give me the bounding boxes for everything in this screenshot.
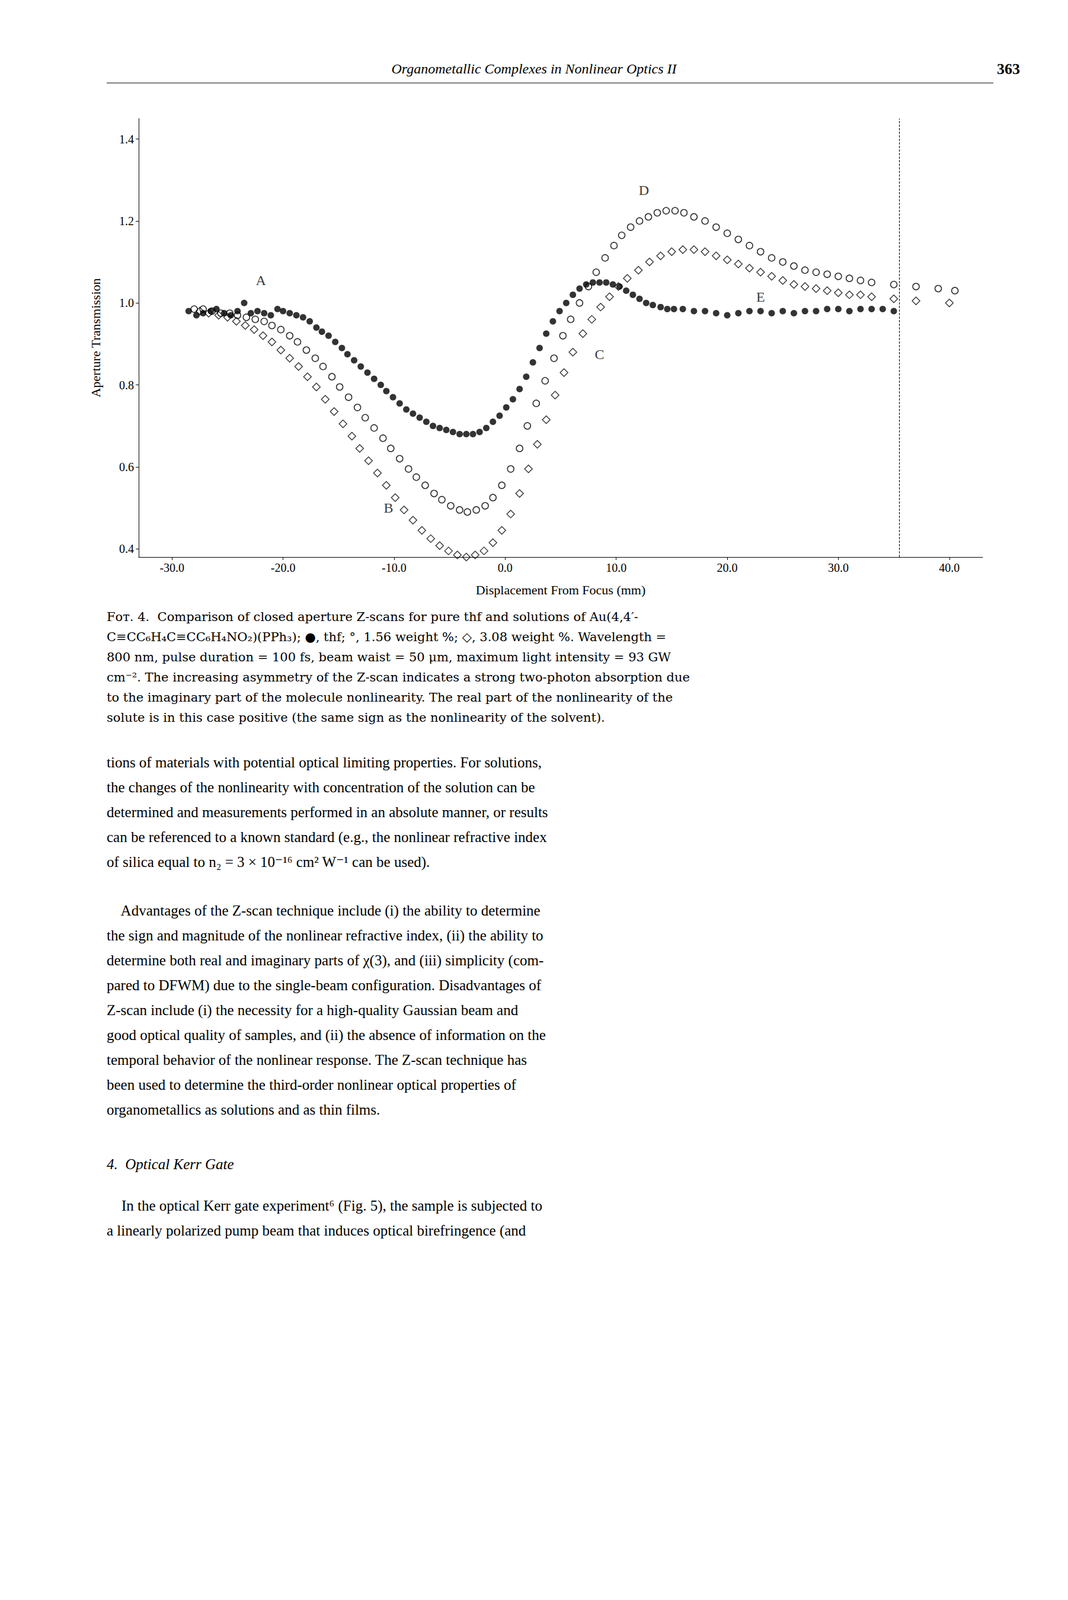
svg-text:In the optical Kerr gate exper: In the optical Kerr gate experiment⁶ (Fi… <box>106 1197 543 1215</box>
svg-text:0.0: 0.0 <box>497 561 513 575</box>
svg-text:1.0: 1.0 <box>119 296 134 310</box>
svg-text:the changes of the nonlinearit: the changes of the nonlinearity with con… <box>106 779 536 796</box>
svg-text:cm⁻². The increasing asymmetry: cm⁻². The increasing asymmetry of the Z-… <box>106 670 690 685</box>
svg-text:pared to DFWM) due to the sing: pared to DFWM) due to the single-beam co… <box>106 977 542 994</box>
svg-text:A: A <box>255 272 267 289</box>
svg-text:can be referenced to a known s: can be referenced to a known standard (e… <box>106 829 548 846</box>
svg-text:30.0: 30.0 <box>827 561 849 575</box>
svg-text:1.4: 1.4 <box>119 132 134 146</box>
svg-text:Advantages of the Z-scan techn: Advantages of the Z-scan technique inclu… <box>106 902 541 920</box>
svg-text:determine both real and imagin: determine both real and imaginary parts … <box>106 952 544 970</box>
svg-text:temporal behavior of the nonli: temporal behavior of the nonlinear respo… <box>106 1051 527 1068</box>
svg-text:E: E <box>756 289 766 305</box>
svg-text:0.4: 0.4 <box>119 542 134 556</box>
svg-text:Aperture Transmission: Aperture Transmission <box>88 277 104 398</box>
svg-text:a linearly polarized pump beam: a linearly polarized pump beam that indu… <box>106 1222 527 1240</box>
svg-text:363: 363 <box>996 60 1020 78</box>
svg-text:40.0: 40.0 <box>938 561 960 575</box>
svg-text:Organometallic Complexes in No: Organometallic Complexes in Nonlinear Op… <box>391 61 677 77</box>
svg-text:Displacement From Focus (mm): Displacement From Focus (mm) <box>475 582 647 598</box>
svg-text:10.0: 10.0 <box>605 561 627 575</box>
svg-text:-30.0: -30.0 <box>159 561 185 575</box>
svg-text:0.8: 0.8 <box>119 378 134 392</box>
svg-text:C≡CC₆H₄C≡CC₆H₄NO₂)(PPh₃); ●, t: C≡CC₆H₄C≡CC₆H₄NO₂)(PPh₃); ●, thf; °, 1.5… <box>106 630 667 645</box>
svg-text:800 nm, pulse duration = 100 f: 800 nm, pulse duration = 100 fs, beam wa… <box>106 650 671 665</box>
svg-text:tions of materials with potent: tions of materials with potential optica… <box>106 754 542 771</box>
svg-text:determined and measurements pe: determined and measurements performed in… <box>106 804 549 821</box>
svg-text:the sign and magnitude of the: the sign and magnitude of the nonlinear … <box>106 927 544 945</box>
svg-text:solute is in this case positiv: solute is in this case positive (the sam… <box>106 710 606 725</box>
svg-text:of silica equal to n₂ = 3 × 10: of silica equal to n₂ = 3 × 10⁻¹⁶ cm² W⁻… <box>106 854 430 871</box>
svg-text:organometallics as solutions a: organometallics as solutions and as thin… <box>106 1101 380 1118</box>
svg-text:-20.0: -20.0 <box>270 561 296 575</box>
svg-text:-10.0: -10.0 <box>381 561 407 575</box>
svg-text:D: D <box>638 182 649 198</box>
svg-text:1.2: 1.2 <box>119 214 134 228</box>
svg-text:to the imaginary part of the m: to the imaginary part of the molecule no… <box>106 690 673 705</box>
svg-text:Z-scan include (i) the necessi: Z-scan include (i) the necessity for a h… <box>106 1002 519 1019</box>
svg-text:B: B <box>384 500 394 516</box>
svg-text:been used to determine the thi: been used to determine the third-order n… <box>106 1076 517 1093</box>
svg-text:C: C <box>595 346 605 363</box>
svg-text:good optical quality of sample: good optical quality of samples, and (ii… <box>106 1027 546 1044</box>
svg-text:4. Optical Kerr Gate: 4. Optical Kerr Gate <box>106 1156 235 1173</box>
svg-text:20.0: 20.0 <box>717 561 738 575</box>
svg-text:0.6: 0.6 <box>119 460 134 474</box>
svg-text:Fᴏᴛ. 4. Comparison of closed: Fᴏᴛ. 4. Comparison of closed aperture Z-… <box>106 609 639 625</box>
